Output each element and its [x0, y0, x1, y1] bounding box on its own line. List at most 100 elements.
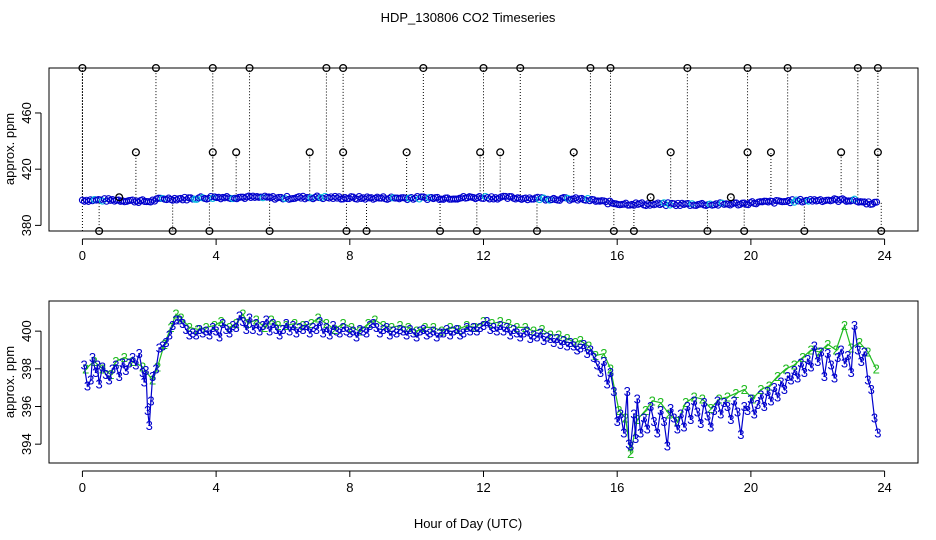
series-3-point: 3 — [724, 399, 731, 414]
series-3-point: 3 — [677, 407, 684, 422]
series-3-point: 3 — [410, 326, 417, 341]
series-3-point: 3 — [540, 333, 547, 348]
series-3-point: 3 — [87, 373, 94, 388]
series-3-point: 3 — [116, 369, 123, 384]
series-3-point: 3 — [547, 331, 554, 346]
bottom-x-tick-label: 4 — [212, 480, 219, 495]
series-2-point: 2 — [634, 412, 641, 427]
top-y-tick-label: 460 — [19, 102, 34, 124]
spike-near-marker — [115, 193, 124, 202]
series-3-point: 3 — [323, 320, 330, 335]
top-point — [672, 201, 680, 210]
spike-mid-marker — [476, 148, 485, 157]
series-3-point: 3 — [787, 373, 794, 388]
series-3-point: 3 — [690, 393, 697, 408]
series-3-point: 3 — [440, 326, 447, 341]
series-3-point: 3 — [817, 344, 824, 359]
series-3-point: 3 — [520, 326, 527, 341]
series-2-point: 2 — [824, 337, 831, 352]
series-3-point: 3 — [477, 320, 484, 335]
series-3-point: 3 — [94, 358, 101, 373]
series-3-point: 3 — [243, 322, 250, 337]
series-3-point: 3 — [804, 352, 811, 367]
series-3-point: 3 — [216, 329, 223, 344]
series-3-point: 3 — [660, 414, 667, 429]
series-2-point: 2 — [741, 382, 748, 397]
series-3-point: 3 — [166, 327, 173, 342]
series-3-point: 3 — [370, 316, 377, 331]
spike-mid-marker — [569, 148, 578, 157]
series-3-point: 3 — [99, 359, 106, 374]
series-3-point: 3 — [483, 314, 490, 329]
bottom-plot-frame — [48, 300, 919, 464]
top-x-axis: 0 4 8 12 16 20 24 — [79, 238, 892, 263]
series-2-point: 2 — [807, 342, 814, 357]
series-3-point: 3 — [233, 320, 240, 335]
series-3-point: 3 — [393, 326, 400, 341]
spike-mid-marker — [666, 148, 675, 157]
series-3-point: 3 — [119, 356, 126, 371]
top-y-tick-label: 380 — [19, 215, 34, 237]
series-3-point: 3 — [587, 342, 594, 357]
series-3-point: 3 — [734, 405, 741, 420]
series-3-point: 3 — [199, 326, 206, 341]
series-3-point: 3 — [343, 324, 350, 339]
series-3-point: 3 — [797, 356, 804, 371]
top-point — [331, 192, 339, 201]
series-2-point: 2 — [657, 395, 664, 410]
series-3-point: 3 — [761, 399, 768, 414]
series-2-point: 2 — [497, 314, 504, 329]
series-2-point: 2 — [627, 446, 634, 461]
series-3-point: 3 — [196, 322, 203, 337]
series-3-point: 3 — [560, 333, 567, 348]
series-3-point: 3 — [141, 375, 148, 390]
series-3-point: 3 — [336, 326, 343, 341]
series-3-point: 3 — [269, 316, 276, 331]
series-3-point: 3 — [179, 316, 186, 331]
series-2-point: 2 — [577, 333, 584, 348]
series-2-point: 2 — [226, 320, 233, 335]
series-2-point: 2 — [864, 344, 871, 359]
series-2-point: 2 — [323, 316, 330, 331]
spike-mid-marker — [232, 148, 241, 157]
series-3-point: 3 — [583, 346, 590, 361]
series-3-point: 3 — [858, 354, 865, 369]
series-3-point: 3 — [543, 329, 550, 344]
series-3-point: 3 — [346, 326, 353, 341]
spike-mid-marker — [208, 148, 217, 157]
series-2-point: 2 — [538, 322, 545, 337]
series-2-point: 2 — [283, 318, 290, 333]
series-3-point: 3 — [84, 378, 91, 393]
spike-mid-marker — [402, 148, 411, 157]
series-2-point: 2 — [455, 322, 462, 337]
series-2-point: 2 — [649, 393, 656, 408]
series-2-point: 2 — [348, 320, 355, 335]
series-3-point: 3 — [644, 422, 651, 437]
series-3-point: 3 — [604, 376, 611, 391]
series-3-point: 3 — [784, 369, 791, 384]
spike-mid-marker — [766, 148, 775, 157]
series-3-point: 3 — [303, 318, 310, 333]
series-3-point: 3 — [276, 327, 283, 342]
series-2-point: 2 — [480, 314, 487, 329]
series-3-point: 3 — [136, 346, 143, 361]
series-3-point: 3 — [654, 425, 661, 440]
series-3-point: 3 — [487, 322, 494, 337]
series-3-point: 3 — [751, 407, 758, 422]
series-3-point: 3 — [627, 439, 634, 454]
top-point — [104, 195, 113, 203]
series-3-point: 3 — [721, 395, 728, 410]
series-3-point: 3 — [714, 393, 721, 408]
series-3-point: 3 — [172, 312, 179, 327]
top-point — [223, 193, 231, 201]
series-3-point: 3 — [754, 397, 761, 412]
series-3-point: 3 — [239, 314, 246, 329]
bottom-x-axis: 0 4 8 12 16 20 24 — [79, 470, 892, 495]
series-3-point: 3 — [446, 327, 453, 342]
series-3-point: 3 — [637, 425, 644, 440]
series-2-point: 2 — [782, 361, 789, 376]
series-3-point: 3 — [112, 358, 119, 373]
series-2-point: 2 — [268, 312, 275, 327]
series-3-point: 3 — [450, 324, 457, 339]
